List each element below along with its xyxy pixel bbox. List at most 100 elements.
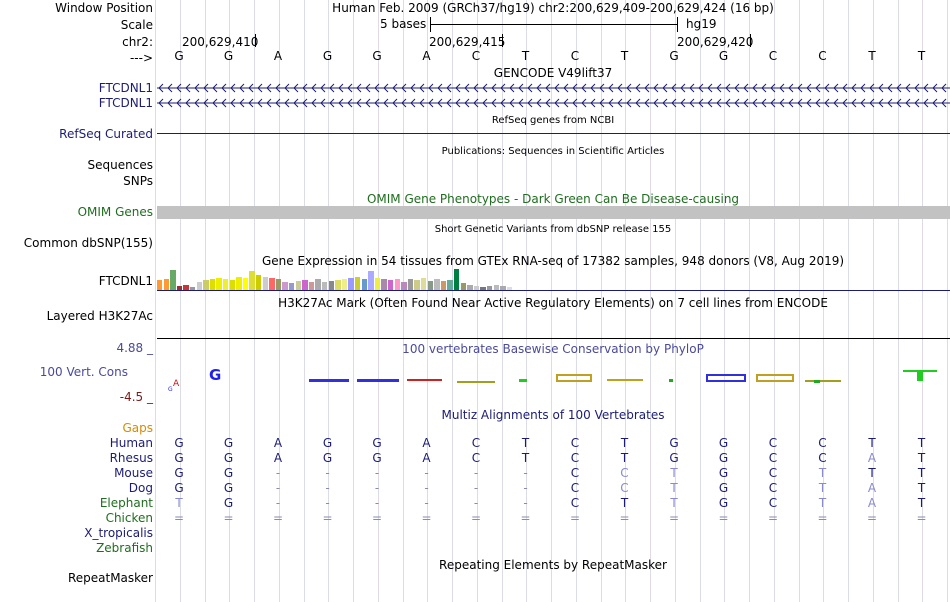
gtex-tissue-bar[interactable] bbox=[229, 280, 235, 290]
gtex-tissue-bar[interactable] bbox=[421, 277, 427, 290]
gtex-tissue-bar[interactable] bbox=[355, 276, 361, 290]
gtex-tissue-bar[interactable] bbox=[414, 280, 420, 290]
gtex-tissue-bar[interactable] bbox=[493, 284, 499, 290]
gtex-tissue-bar[interactable] bbox=[315, 279, 321, 290]
gtex-tissue-bar[interactable] bbox=[295, 281, 301, 290]
species-label[interactable]: Chicken bbox=[105, 511, 153, 525]
h3k27ac-title: H3K27Ac Mark (Often Found Near Active Re… bbox=[278, 296, 828, 310]
gtex-tissue-bar[interactable] bbox=[209, 279, 216, 290]
gtex-tissue-bar[interactable] bbox=[262, 276, 268, 290]
species-label[interactable]: X_tropicalis bbox=[84, 526, 153, 540]
alignment-base: C bbox=[471, 436, 481, 450]
gencode-gene-1[interactable] bbox=[157, 83, 950, 93]
track-image[interactable] bbox=[155, 0, 950, 602]
gtex-tissue-bar[interactable] bbox=[440, 281, 447, 290]
gtex-tissue-bar[interactable] bbox=[223, 279, 229, 290]
scale-bar-left-tick bbox=[430, 17, 431, 32]
gtex-tissue-bar[interactable] bbox=[434, 279, 440, 290]
gtex-tissue-bar[interactable] bbox=[388, 280, 394, 290]
strand-label: ---> bbox=[129, 51, 153, 65]
gtex-tissue-bar[interactable] bbox=[216, 277, 222, 290]
gridline bbox=[377, 0, 379, 602]
gtex-tissue-bar[interactable] bbox=[394, 279, 400, 290]
gtex-tissue-bar[interactable] bbox=[361, 279, 367, 290]
gtex-tissue-bar[interactable] bbox=[480, 286, 486, 290]
species-label[interactable]: Mouse bbox=[114, 466, 153, 480]
species-label[interactable]: Dog bbox=[128, 481, 153, 495]
gencode-gene-2[interactable] bbox=[157, 98, 950, 108]
gtex-tissue-bar[interactable] bbox=[163, 279, 169, 290]
alignment-base: = bbox=[421, 511, 432, 525]
species-label[interactable]: Elephant bbox=[99, 496, 153, 510]
gtex-tissue-bar[interactable] bbox=[381, 279, 387, 290]
gencode-item-label-1[interactable]: FTCDNL1 bbox=[98, 81, 153, 95]
gtex-tissue-bar[interactable] bbox=[196, 282, 202, 290]
alignment-base: = bbox=[272, 511, 284, 525]
gtex-tissue-bar[interactable] bbox=[506, 286, 513, 290]
gtex-tissue-bar[interactable] bbox=[348, 277, 354, 290]
gridline bbox=[947, 0, 948, 602]
phylop-label[interactable]: 100 Vert. Cons bbox=[39, 365, 128, 379]
gtex-label[interactable]: FTCDNL1 bbox=[98, 274, 153, 288]
gtex-tissue-bar[interactable] bbox=[256, 274, 262, 290]
gtex-tissue-bar[interactable] bbox=[473, 285, 480, 290]
gtex-tissue-bar[interactable] bbox=[275, 279, 282, 290]
h3k27ac-label[interactable]: Layered H3K27Ac bbox=[46, 309, 153, 323]
gtex-tissue-bar[interactable] bbox=[249, 271, 255, 290]
gtex-bar-chart[interactable] bbox=[157, 268, 517, 290]
dbsnp-title: Short Genetic Variants from dbSNP releas… bbox=[434, 224, 672, 235]
gtex-tissue-bar[interactable] bbox=[454, 269, 460, 290]
species-label[interactable]: Zebrafish bbox=[96, 541, 153, 555]
gtex-tissue-bar[interactable] bbox=[401, 282, 407, 290]
gtex-tissue-bar[interactable] bbox=[289, 283, 295, 290]
gtex-tissue-bar[interactable] bbox=[203, 280, 209, 290]
gtex-tissue-bar[interactable] bbox=[374, 277, 381, 290]
refseq-label[interactable]: RefSeq Curated bbox=[59, 127, 153, 141]
species-label[interactable]: Human bbox=[109, 436, 153, 450]
gtex-tissue-bar[interactable] bbox=[335, 280, 341, 290]
gtex-tissue-bar[interactable] bbox=[341, 279, 348, 290]
refseq-gene-line[interactable] bbox=[157, 133, 950, 134]
gtex-tissue-bar[interactable] bbox=[236, 276, 242, 290]
gtex-tissue-bar[interactable] bbox=[487, 285, 493, 290]
alignment-base: T bbox=[917, 481, 926, 495]
alignment-base: A bbox=[422, 451, 431, 465]
gtex-tissue-bar[interactable] bbox=[368, 271, 374, 290]
gtex-tissue-bar[interactable] bbox=[170, 270, 176, 290]
phylop-logo[interactable]: A G G bbox=[157, 360, 950, 392]
gtex-tissue-bar[interactable] bbox=[183, 284, 189, 290]
alignment-base: - bbox=[523, 496, 528, 510]
gtex-tissue-bar[interactable] bbox=[500, 285, 506, 290]
species-label[interactable]: Rhesus bbox=[109, 451, 153, 465]
snps-label[interactable]: SNPs bbox=[123, 174, 153, 188]
gtex-tissue-bar[interactable] bbox=[242, 277, 249, 290]
alignment-base: C bbox=[818, 451, 827, 465]
gtex-tissue-bar[interactable] bbox=[447, 280, 453, 290]
dbsnp-label[interactable]: Common dbSNP(155) bbox=[23, 236, 153, 250]
gtex-tissue-bar[interactable] bbox=[269, 277, 275, 290]
gtex-tissue-bar[interactable] bbox=[176, 285, 183, 290]
repeatmasker-label[interactable]: RepeatMasker bbox=[67, 571, 153, 585]
alignment-base: A bbox=[867, 496, 877, 510]
gtex-tissue-bar[interactable] bbox=[467, 284, 473, 290]
gtex-tissue-bar[interactable] bbox=[190, 286, 196, 290]
publications-label[interactable]: Sequences bbox=[87, 158, 153, 172]
gtex-tissue-bar[interactable] bbox=[427, 281, 433, 290]
base-letter: A bbox=[273, 49, 283, 63]
gtex-tissue-bar[interactable] bbox=[157, 280, 163, 290]
omim-label[interactable]: OMIM Genes bbox=[77, 205, 153, 219]
gridline bbox=[254, 0, 255, 602]
gencode-item-label-2[interactable]: FTCDNL1 bbox=[98, 96, 153, 110]
gtex-tissue-bar[interactable] bbox=[460, 283, 466, 290]
gtex-tissue-bar[interactable] bbox=[407, 279, 414, 290]
gtex-tissue-bar[interactable] bbox=[322, 282, 328, 290]
gtex-tissue-bar[interactable] bbox=[328, 281, 334, 290]
alignment-base: T bbox=[620, 451, 629, 465]
omim-phenotype-bar[interactable] bbox=[157, 206, 950, 219]
gtex-tissue-bar[interactable] bbox=[302, 280, 308, 290]
gridline bbox=[476, 0, 478, 602]
gtex-tissue-bar[interactable] bbox=[282, 282, 288, 290]
gtex-tissue-bar[interactable] bbox=[308, 282, 315, 290]
alignment-base: T bbox=[175, 496, 183, 510]
gridline bbox=[575, 0, 577, 602]
